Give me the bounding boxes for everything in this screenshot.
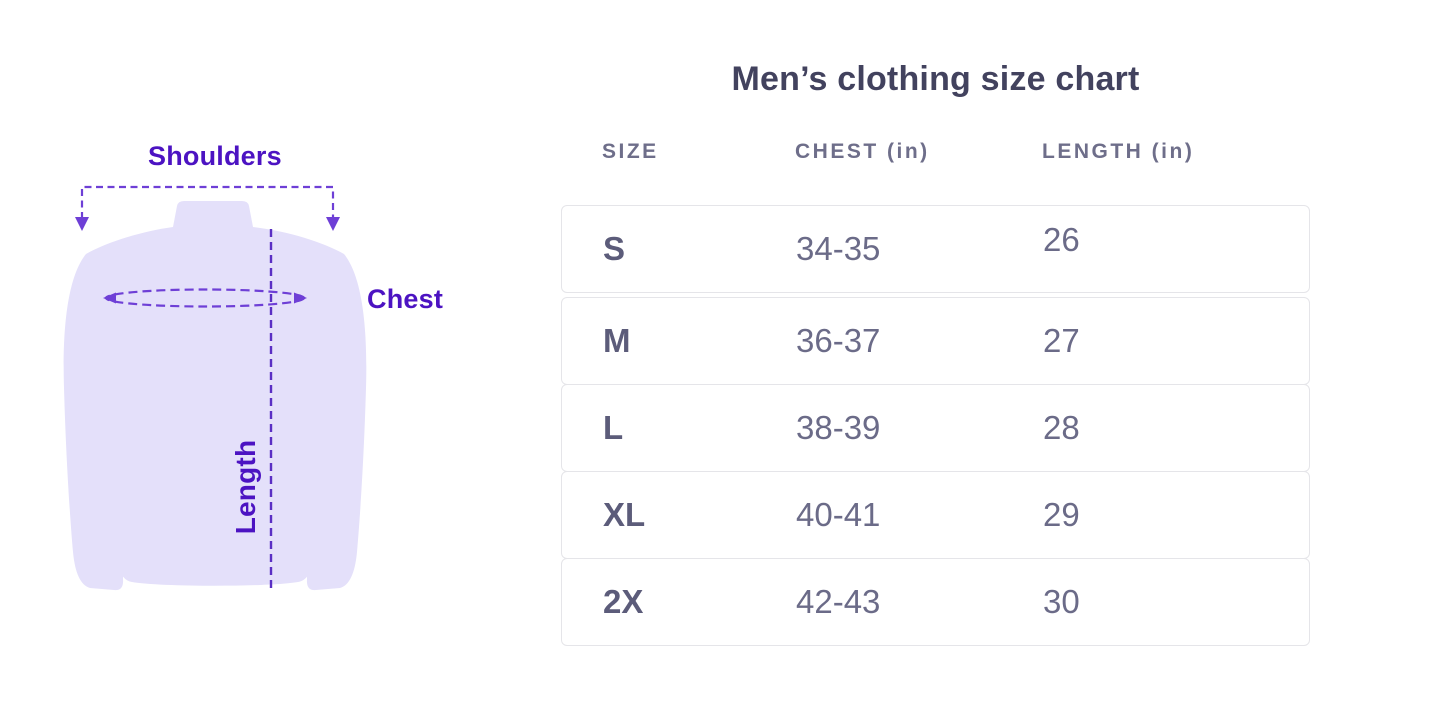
column-header-length: LENGTH (in) [1042,140,1195,163]
size-cell: 2X [603,583,644,620]
chest-arrow-right [294,292,307,304]
table-row: M 36-37 27 [561,297,1310,385]
chest-cell: 36-37 [796,322,881,359]
shoulders-label: Shoulders [148,141,282,171]
size-cell: M [603,322,631,359]
chest-cell: 38-39 [796,409,881,446]
table-row: XL 40-41 29 [561,471,1310,559]
page-title: Men’s clothing size chart [731,60,1140,98]
chest-arrow-left [103,292,116,304]
length-label: Length [230,439,261,535]
size-table-panel: Men’s clothing size chart SIZE CHEST (in… [561,0,1310,725]
length-cell: 28 [1043,409,1080,446]
size-cell: S [603,230,626,267]
shirt-silhouette-shape [63,201,367,591]
length-cell: 27 [1043,322,1080,359]
column-header-chest: CHEST (in) [795,140,930,163]
chest-cell: 42-43 [796,583,881,620]
size-cell: XL [603,496,646,533]
shoulders-arrow-right [326,217,340,231]
size-cell: L [603,409,624,446]
chest-cell: 34-35 [796,230,881,267]
table-body: S 34-35 26 M 36-37 27 L 38-39 28 XL 40-4… [561,205,1310,646]
table-row: L 38-39 28 [561,384,1310,472]
shoulders-measure-line [80,185,335,219]
chest-label: Chest [367,284,444,314]
table-row: 2X 42-43 30 [561,558,1310,646]
shirt-diagram [63,185,367,591]
length-cell: 30 [1043,583,1080,620]
shoulders-arrow-left [75,217,89,231]
length-cell: 29 [1043,496,1080,533]
length-cell: 26 [1043,221,1080,258]
table-header-row: SIZE CHEST (in) LENGTH (in) [561,140,1310,164]
chest-cell: 40-41 [796,496,881,533]
table-row: S 34-35 26 [561,205,1310,293]
column-header-size: SIZE [602,140,659,163]
